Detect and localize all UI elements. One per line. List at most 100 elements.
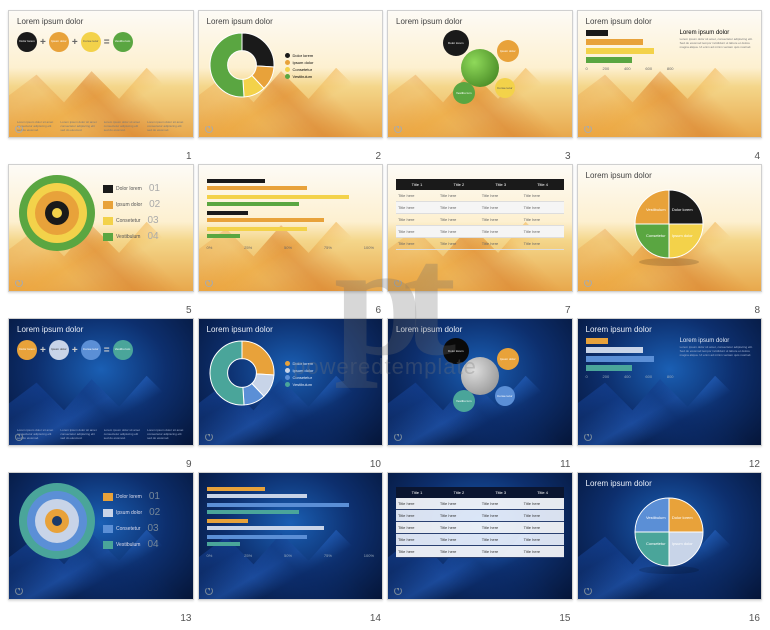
slide-thumbnail[interactable]: Title 1Title 2Title 3Title 4Title hereTi…: [387, 472, 573, 600]
slide-content: Lorem ipsum dolor0200400600800Lorem ipsu…: [578, 11, 762, 137]
slide-thumbnail[interactable]: Lorem ipsum dolor Dolor loremIpsum dolorC…: [198, 10, 384, 138]
target-legend-item: Vestibulum04: [103, 538, 160, 552]
slide-thumbnail[interactable]: Dolor lorem01Ipsum dolor02Consetetur03Ve…: [8, 164, 194, 292]
donut-legend: Dolor loremIpsum dolorConseteturVestibul…: [285, 360, 314, 389]
slide-number: 13: [180, 613, 191, 624]
ghbar: [207, 542, 241, 546]
refresh-icon: [394, 433, 402, 441]
hbar: [586, 365, 632, 371]
ghbar-row: [207, 211, 375, 215]
refresh-icon: [205, 279, 213, 287]
slide-thumbnail[interactable]: Lorem ipsum dolor0200400600800Lorem ipsu…: [577, 10, 763, 138]
equation-operator: =: [104, 37, 110, 48]
slide-thumbnail[interactable]: Lorem ipsum dolorDolor lorem+Ipsum dolor…: [8, 318, 194, 446]
slide-content: Lorem ipsum dolorDolor loremIpsum dolorC…: [578, 473, 762, 599]
refresh-icon: [584, 433, 592, 441]
ghbar: [207, 487, 266, 491]
slide-cell: Lorem ipsum dolor0200400600800Lorem ipsu…: [577, 10, 763, 160]
slide-thumbnail[interactable]: Lorem ipsum dolor0200400600800Lorem ipsu…: [577, 318, 763, 446]
slide-number: 6: [375, 305, 381, 316]
slide-cell: Lorem ipsum dolor0200400600800Lorem ipsu…: [577, 318, 763, 468]
donut-legend: Dolor loremIpsum dolorConseteturVestibul…: [285, 52, 314, 81]
equation-row: Dolor lorem+Ipsum dolor+Conse tetur=Vest…: [17, 32, 185, 52]
slide-cell: 0%25%50%75%100% 6: [198, 164, 384, 314]
svg-text:Consetetur: Consetetur: [646, 233, 666, 238]
thumbnail-grid: Lorem ipsum dolorDolor lorem+Ipsum dolor…: [0, 0, 770, 630]
target-chart: [17, 481, 97, 563]
equation-node: Dolor lorem: [17, 340, 37, 360]
donut-wrap: Dolor loremIpsum dolorConseteturVestibul…: [207, 30, 375, 102]
slide-content: Lorem ipsum dolorDolor loremIpsum dolorC…: [578, 165, 762, 291]
slide-cell: Lorem ipsum dolorDolor lorem+Ipsum dolor…: [8, 10, 194, 160]
legend-item: Vestibulum: [285, 73, 314, 80]
ghbar: [207, 503, 349, 507]
hbar: [586, 347, 643, 353]
bubble-satellite: Ipsum dolor: [497, 40, 519, 62]
slide-cell: 0%25%50%75%100%14: [198, 472, 384, 622]
refresh-icon: [15, 279, 23, 287]
hbar-chart: 0200400600800: [586, 30, 674, 71]
ghbar: [207, 218, 324, 222]
axis-labels: 0200400600800: [586, 374, 674, 379]
hbar: [586, 48, 654, 54]
slide-thumbnail[interactable]: Lorem ipsum dolorDolor loremIpsum dolorC…: [387, 318, 573, 446]
donut-chart: [207, 30, 277, 102]
ghbar: [207, 211, 249, 215]
donut-wrap: Dolor loremIpsum dolorConseteturVestibul…: [207, 338, 375, 410]
slide-title: Lorem ipsum dolor: [396, 17, 564, 26]
slide-content: Dolor lorem01Ipsum dolor02Consetetur03Ve…: [9, 473, 193, 599]
equation-node: Ipsum dolor: [49, 340, 69, 360]
footer-text: Lorem ipsum dolor sit amet consectetur a…: [104, 429, 141, 441]
ghbar-row: [207, 227, 375, 231]
equation-node: Vestibu lum: [113, 32, 133, 52]
slide-content: Dolor lorem01Ipsum dolor02Consetetur03Ve…: [9, 165, 193, 291]
slide-number: 11: [560, 459, 570, 470]
slide-title: Lorem ipsum dolor: [207, 17, 375, 26]
target-legend: Dolor lorem01Ipsum dolor02Consetetur03Ve…: [103, 182, 160, 246]
slide-thumbnail[interactable]: Lorem ipsum dolorDolor loremIpsum dolorC…: [198, 318, 384, 446]
bubble-satellite: Dolor lorem: [443, 338, 469, 364]
svg-text:Vestibulum: Vestibulum: [646, 207, 666, 212]
svg-text:Vestibulum: Vestibulum: [646, 515, 666, 520]
equation-operator: +: [72, 37, 78, 48]
ghbar: [207, 186, 308, 190]
legend-item: Ipsum dolor: [285, 367, 314, 374]
slide-number: 9: [186, 459, 192, 470]
slide-thumbnail[interactable]: Lorem ipsum dolorDolor loremIpsum dolorC…: [387, 10, 573, 138]
footer-text: Lorem ipsum dolor sit amet consectetur a…: [60, 429, 97, 441]
slide-number: 15: [559, 613, 570, 624]
svg-text:Ipsum dolor: Ipsum dolor: [672, 541, 694, 546]
slide-content: Lorem ipsum dolorDolor loremIpsum dolorC…: [388, 11, 572, 137]
slide-thumbnail[interactable]: Lorem ipsum dolorDolor loremIpsum dolorC…: [577, 472, 763, 600]
equation-operator: +: [72, 345, 78, 356]
slide-thumbnail[interactable]: 0%25%50%75%100%: [198, 164, 384, 292]
slide-content: Lorem ipsum dolorDolor lorem+Ipsum dolor…: [9, 319, 193, 445]
hbar-wrap: 0200400600800Lorem ipsum dolorLorem ipsu…: [586, 30, 754, 71]
ghbar: [207, 535, 308, 539]
equation-node: Conse tetur: [81, 340, 101, 360]
legend-item: Ipsum dolor: [285, 59, 314, 66]
ghbar: [207, 195, 349, 199]
data-table: Title 1Title 2Title 3Title 4Title hereTi…: [396, 179, 564, 250]
target-legend-item: Consetetur03: [103, 522, 160, 536]
slide-thumbnail[interactable]: Lorem ipsum dolorDolor lorem+Ipsum dolor…: [8, 10, 194, 138]
footer-text: Lorem ipsum dolor sit amet consectetur a…: [104, 121, 141, 133]
slide-thumbnail[interactable]: 0%25%50%75%100%: [198, 472, 384, 600]
target-legend-item: Vestibulum04: [103, 230, 160, 244]
target-legend-item: Ipsum dolor02: [103, 198, 160, 212]
slide-cell: Title 1Title 2Title 3Title 4Title hereTi…: [387, 472, 573, 622]
slide-thumbnail[interactable]: Title 1Title 2Title 3Title 4Title hereTi…: [387, 164, 573, 292]
refresh-icon: [584, 125, 592, 133]
slide-thumbnail[interactable]: Dolor lorem01Ipsum dolor02Consetetur03Ve…: [8, 472, 194, 600]
equation-operator: +: [40, 345, 46, 356]
equation-node: Conse tetur: [81, 32, 101, 52]
slide-content: Lorem ipsum dolorDolor loremIpsum dolorC…: [199, 319, 383, 445]
bubble-satellite: Dolor lorem: [443, 30, 469, 56]
ghbar-row: [207, 487, 375, 491]
legend-item: Consetetur: [285, 374, 314, 381]
target-wrap: Dolor lorem01Ipsum dolor02Consetetur03Ve…: [17, 481, 185, 563]
axis-labels: 0%25%50%75%100%: [207, 553, 375, 558]
slide-thumbnail[interactable]: Lorem ipsum dolorDolor loremIpsum dolorC…: [577, 164, 763, 292]
legend-item: Dolor lorem: [285, 360, 314, 367]
equation-operator: =: [104, 345, 110, 356]
